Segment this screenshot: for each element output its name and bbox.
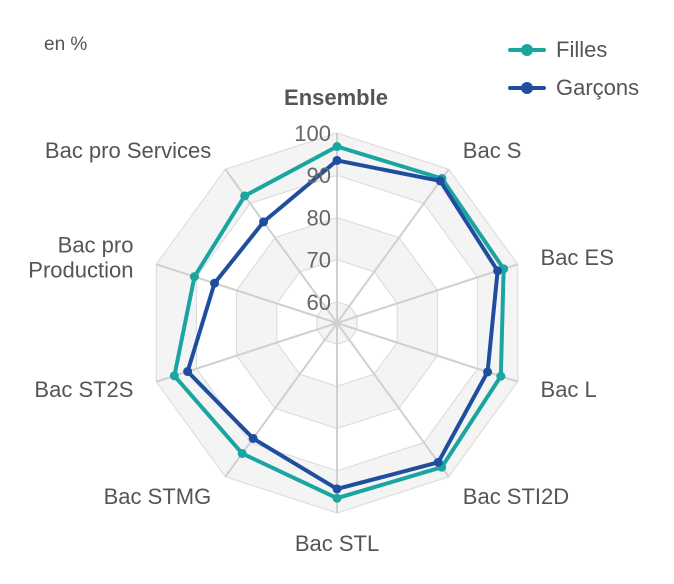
category-label-bac-s: Bac S	[463, 138, 522, 163]
chart-title: Ensemble	[284, 85, 388, 110]
category-label-bac-stl: Bac STL	[295, 531, 379, 556]
point-garcons-bac-l	[483, 367, 493, 377]
point-garcons-bac-pro-services	[259, 217, 269, 227]
radar-grid	[155, 132, 519, 514]
spoke-bac-es	[336, 263, 519, 324]
point-filles-bac-pro-production	[189, 272, 199, 282]
category-label-bac-pro-production: Bac pro Production	[28, 232, 133, 282]
legend-item-filles[interactable]: Filles	[508, 31, 639, 69]
point-filles-bac-l	[496, 371, 506, 381]
category-label-bac-stmg: Bac STMG	[104, 484, 212, 509]
point-filles-ensemble	[332, 142, 342, 152]
spoke-bac-s	[336, 168, 450, 324]
legend-swatch-garcons	[508, 80, 546, 96]
radial-tick-90: 90	[307, 163, 331, 188]
category-label-bac-sti2d: Bac STI2D	[463, 484, 569, 509]
point-garcons-bac-es	[493, 266, 503, 276]
legend: Filles Garçons	[508, 31, 639, 107]
legend-label-filles: Filles	[556, 37, 608, 62]
legend-item-garcons[interactable]: Garçons	[508, 69, 639, 107]
legend-swatch-filles	[508, 42, 546, 58]
point-garcons-ensemble	[332, 155, 342, 165]
radial-tick-80: 80	[307, 205, 331, 230]
point-garcons-bac-stmg	[248, 433, 258, 443]
point-filles-bac-pro-services	[240, 191, 250, 201]
point-garcons-bac-stl	[332, 484, 342, 494]
legend-label-garcons: Garçons	[556, 75, 640, 100]
point-garcons-bac-s	[435, 176, 445, 186]
category-label-bac-pro-services: Bac pro Services	[45, 138, 211, 163]
category-labels: Ensemble Bac S Bac ES Bac L Bac STI2D Bac STL…	[28, 85, 614, 556]
point-garcons-bac-pro-production	[210, 278, 220, 288]
radial-tick-60: 60	[307, 290, 331, 315]
point-garcons-bac-sti2d	[433, 457, 443, 467]
radar-series	[169, 142, 509, 503]
point-filles-bac-stl	[332, 493, 342, 503]
radial-tick-100: 100	[294, 121, 331, 146]
category-label-bac-es: Bac ES	[541, 245, 614, 270]
radial-tick-labels: 60 70 80 90 100	[294, 121, 331, 315]
category-label-bac-l: Bac L	[541, 377, 597, 402]
point-filles-bac-stmg	[237, 448, 247, 458]
radial-tick-70: 70	[307, 248, 331, 273]
point-garcons-bac-st2s	[183, 367, 193, 377]
point-filles-bac-st2s	[169, 371, 179, 381]
spoke-bac-sti2d	[336, 322, 450, 478]
unit-label: en %	[44, 34, 88, 55]
category-label-bac-st2s: Bac ST2S	[34, 377, 133, 402]
spoke-bac-pro-production	[155, 263, 338, 324]
